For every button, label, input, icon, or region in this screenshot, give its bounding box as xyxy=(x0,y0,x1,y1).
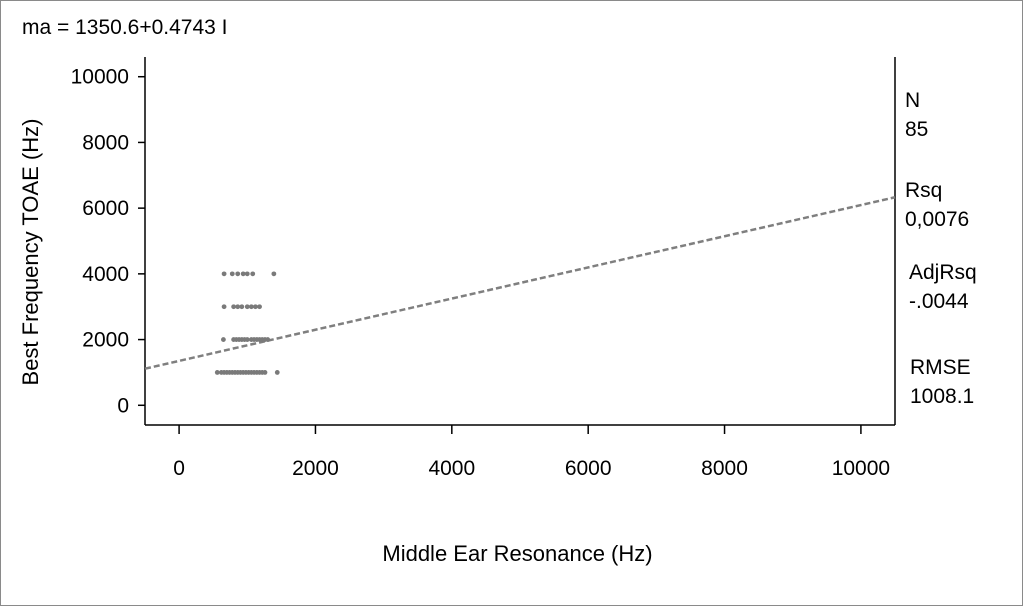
regression-line xyxy=(144,196,896,370)
stat-adjrsq: AdjRsq -.0044 xyxy=(909,258,1021,316)
y-tick-label: 6000 xyxy=(82,197,129,220)
stat-rmse-label: RMSE xyxy=(910,356,971,379)
data-point xyxy=(221,337,226,342)
data-point xyxy=(248,304,254,310)
data-point xyxy=(221,304,227,310)
stat-n: N 85 xyxy=(905,86,1017,144)
stat-rsq-label: Rsq xyxy=(905,179,943,202)
axis-ticks: 0 2000 4000 6000 8000 10000 0 2000 4000 6000 8000 1… xyxy=(71,66,891,480)
stat-rmse: RMSE 1008.1 xyxy=(910,353,1022,411)
data-point xyxy=(231,304,237,310)
regression-fit-line xyxy=(144,196,896,370)
x-tick-label: 0 xyxy=(173,457,185,480)
data-point xyxy=(221,271,227,277)
y-tick-label: 0 xyxy=(117,394,129,417)
data-point xyxy=(244,304,250,310)
x-tick-label: 4000 xyxy=(428,457,475,480)
x-axis-label: Middle Ear Resonance (Hz) xyxy=(382,541,653,566)
y-tick-label: 2000 xyxy=(82,329,129,352)
x-tick-label: 6000 xyxy=(565,457,612,480)
x-tick-label: 10000 xyxy=(832,457,890,480)
stat-rsq-value: 0,0076 xyxy=(905,208,970,231)
y-tick-label: 4000 xyxy=(82,263,129,286)
stat-adjrsq-value: -.0044 xyxy=(909,290,969,313)
data-point xyxy=(214,370,220,375)
data-point xyxy=(244,337,250,342)
data-point xyxy=(239,304,245,310)
y-tick-label: 10000 xyxy=(71,66,129,89)
x-tick-label: 2000 xyxy=(292,457,339,480)
stat-rsq: Rsq 0,0076 xyxy=(905,176,1017,234)
x-tick-label: 8000 xyxy=(701,457,748,480)
data-point xyxy=(271,271,277,277)
plot-axes xyxy=(144,57,896,426)
data-point xyxy=(235,304,241,310)
stat-rmse-value: 1008.1 xyxy=(910,385,975,408)
data-point xyxy=(274,370,280,375)
data-point xyxy=(265,337,271,342)
chart-title: ma = 1350.6+0.4743 I xyxy=(22,16,228,39)
stat-adjrsq-label: AdjRsq xyxy=(909,261,977,284)
data-point xyxy=(253,304,258,310)
data-point xyxy=(244,271,250,277)
data-point xyxy=(229,271,235,277)
stat-n-label: N xyxy=(905,89,921,112)
data-points xyxy=(214,271,280,375)
data-point xyxy=(240,271,246,277)
data-point xyxy=(262,370,268,375)
data-point xyxy=(250,271,256,277)
data-point xyxy=(257,304,262,310)
data-point xyxy=(235,271,241,277)
y-tick-label: 8000 xyxy=(82,131,129,154)
stat-n-value: 85 xyxy=(905,118,929,141)
